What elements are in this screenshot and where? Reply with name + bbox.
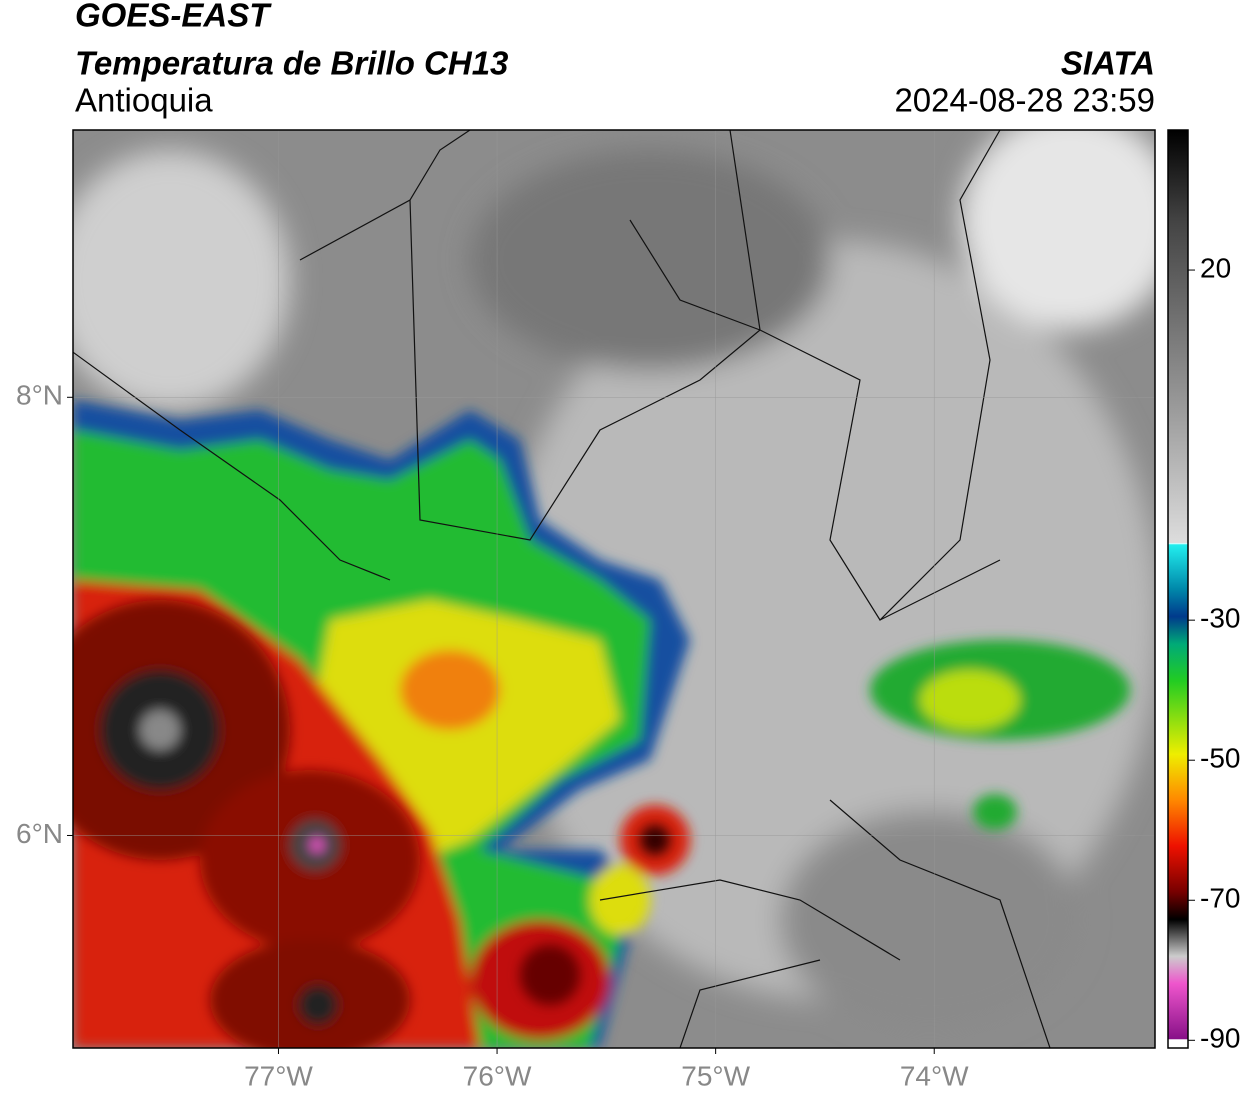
map-frame (72, 129, 1156, 1049)
x-tick-label: 74°W (900, 1060, 969, 1091)
y-tick-label: 6°N (16, 818, 63, 849)
colorbar (1167, 129, 1189, 1049)
colorbar-tick-label: -70 (1200, 883, 1240, 914)
x-tick-label: 76°W (463, 1060, 532, 1091)
source-label: SIATA (1061, 45, 1155, 82)
satellite-image (73, 130, 1155, 1048)
x-tick-label: 75°W (681, 1060, 750, 1091)
colorbar-tick-label: -30 (1200, 603, 1240, 634)
colorbar-tick-label: 20 (1200, 252, 1231, 283)
y-tick-label: 8°N (16, 380, 63, 411)
satellite-title: GOES-EAST (75, 0, 272, 34)
graticule (73, 130, 1155, 1048)
colorbar-tick-label: -90 (1200, 1023, 1240, 1054)
boundaries (73, 130, 1051, 1048)
region-title: Antioquia (75, 82, 213, 119)
product-title: Temperatura de Brillo CH13 (75, 45, 508, 82)
colorbar-tick-label: -50 (1200, 743, 1240, 774)
datetime-label: 2024-08-28 23:59 (894, 82, 1155, 119)
x-tick-label: 77°W (244, 1060, 313, 1091)
